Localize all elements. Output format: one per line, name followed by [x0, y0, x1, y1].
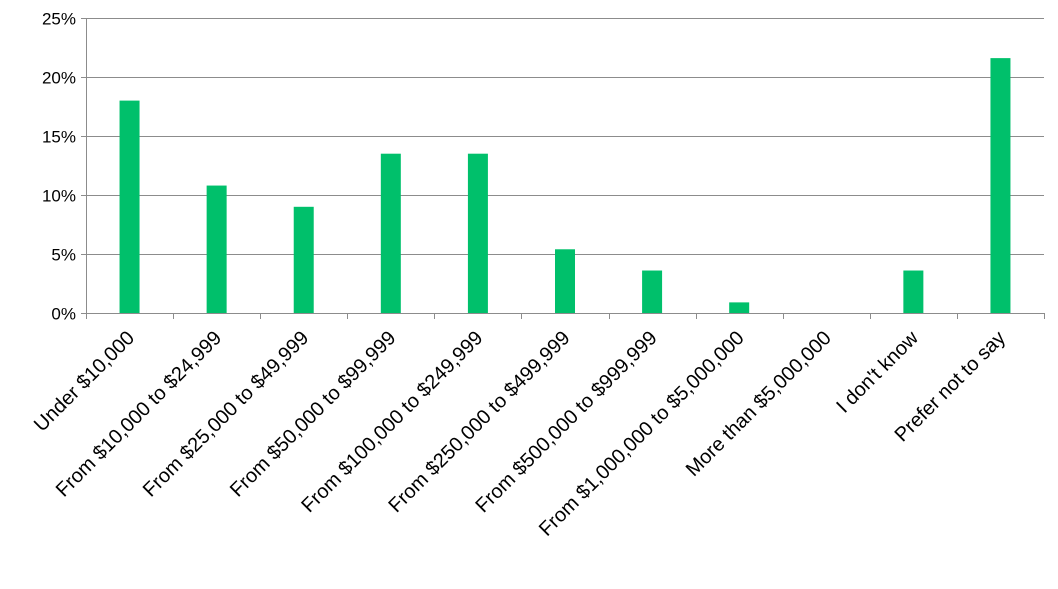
y-axis-tick-labels: 0% 5% 10% 15% 20% 25%	[42, 10, 76, 324]
x-tick-label: I don't know	[832, 327, 923, 418]
y-tick-label: 10%	[42, 187, 76, 206]
x-tick-label: From $25,000 to $49,999	[139, 327, 313, 501]
bar	[293, 206, 314, 313]
y-tick-label: 15%	[42, 128, 76, 147]
bar	[119, 100, 140, 313]
x-tick-label: From $10,000 to $24,999	[52, 327, 226, 501]
gridlines	[86, 18, 1044, 255]
bar	[206, 185, 227, 313]
bar	[990, 58, 1011, 314]
y-tick-label: 0%	[51, 305, 76, 324]
axes	[81, 18, 1045, 319]
x-tick-label: From $250,000 to $499,999	[384, 327, 574, 517]
bar	[555, 249, 575, 313]
x-tick-label: More than $5,000,000	[682, 327, 836, 481]
x-tick-label: From $100,000 to $249,999	[297, 327, 487, 517]
x-tick-label: From $50,000 to $99,999	[226, 327, 400, 501]
bar	[729, 302, 750, 313]
bar	[467, 153, 488, 313]
bar	[380, 153, 401, 313]
bars	[119, 58, 1011, 314]
bar	[642, 270, 663, 313]
y-tick-label: 25%	[42, 10, 76, 29]
bar	[903, 270, 924, 313]
y-tick-label: 20%	[42, 69, 76, 88]
y-tick-label: 5%	[51, 246, 76, 265]
x-tick-label: From $500,000 to $999,999	[472, 327, 662, 517]
